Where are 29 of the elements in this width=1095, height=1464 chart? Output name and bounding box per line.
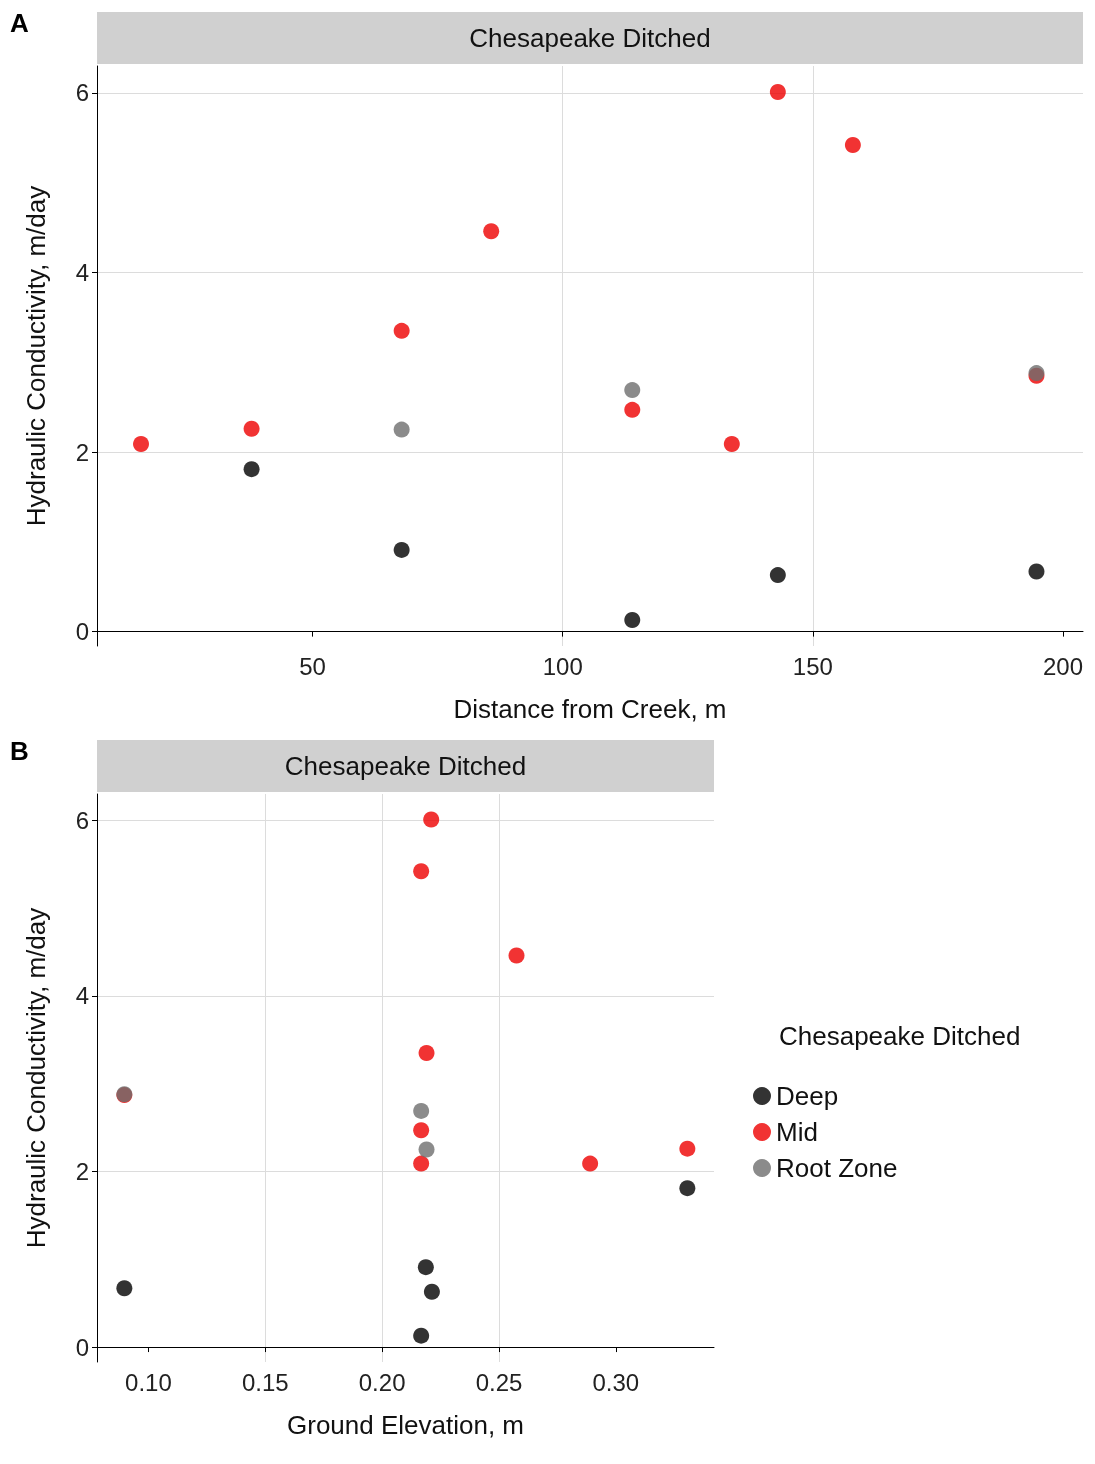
legend-title: Chesapeake Ditched <box>779 1021 1021 1051</box>
legend-label: Mid <box>776 1117 818 1147</box>
y-tick-label: 6 <box>75 79 89 107</box>
x-tick-label: 0.10 <box>125 1368 172 1396</box>
x-tick-label: 0.25 <box>475 1368 523 1396</box>
x-axis-title: Distance from Creek, m <box>453 694 727 724</box>
y-tick-label: 2 <box>75 438 89 466</box>
y-tick-label: 4 <box>75 982 89 1010</box>
y-tick-label: 0 <box>75 618 89 646</box>
y-axis-title: Hydraulic Conductivity, m/day <box>21 185 51 527</box>
y-tick-label: 2 <box>75 1158 89 1185</box>
x-axis-title: Ground Elevation, m <box>286 1410 525 1440</box>
x-tick-label: 100 <box>542 652 583 680</box>
x-tick-label: 0.20 <box>358 1368 406 1396</box>
chart-title: Chesapeake Ditched <box>469 23 711 53</box>
text: A <box>10 8 29 38</box>
x-tick-label: 50 <box>299 652 326 680</box>
x-tick-label: 200 <box>1042 652 1084 680</box>
legend-label: Deep <box>776 1081 839 1111</box>
x-tick-label: 0.15 <box>241 1368 289 1396</box>
y-tick-label: 0 <box>75 1333 89 1361</box>
y-tick-label: 6 <box>75 806 89 834</box>
y-tick-label: 4 <box>75 259 89 286</box>
y-axis-title: Hydraulic Conductivity, m/day <box>21 907 51 1249</box>
x-tick-label: 0.30 <box>592 1368 640 1396</box>
text: B <box>10 736 29 766</box>
chart-title: Chesapeake Ditched <box>284 751 527 781</box>
legend-label: Root Zone <box>776 1153 898 1183</box>
x-tick-label: 150 <box>792 652 833 680</box>
